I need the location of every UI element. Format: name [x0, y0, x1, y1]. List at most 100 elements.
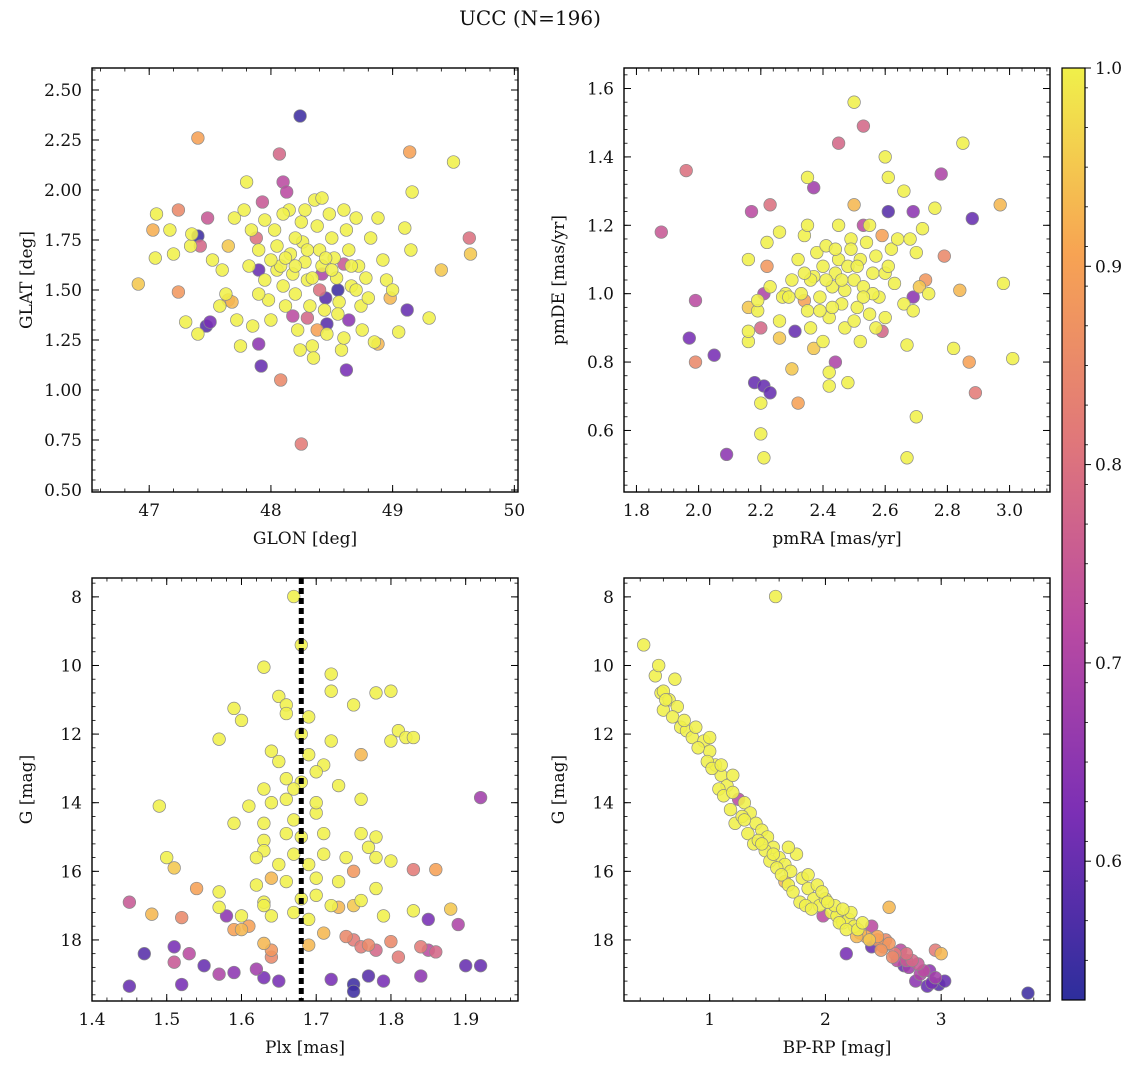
point	[286, 309, 300, 323]
point	[768, 589, 783, 604]
y-tick-label: 14	[592, 794, 614, 814]
y-tick-label: 1.50	[44, 281, 82, 301]
point	[309, 871, 323, 885]
x-tick-label: 1.7	[303, 1010, 330, 1030]
scatter-points	[131, 109, 478, 451]
point	[726, 785, 740, 800]
point	[293, 109, 307, 123]
point	[278, 251, 293, 265]
point	[741, 826, 755, 841]
point	[384, 684, 398, 698]
point	[252, 287, 266, 301]
y-tick-label: 0.8	[587, 353, 614, 373]
point	[324, 667, 338, 681]
point	[254, 359, 268, 373]
point	[900, 338, 914, 352]
point	[309, 888, 323, 902]
point	[405, 185, 419, 199]
point	[305, 339, 319, 353]
x-tick-label: 2.8	[934, 501, 961, 521]
point	[267, 223, 282, 237]
point	[212, 885, 226, 899]
point	[264, 313, 278, 327]
point	[874, 943, 888, 957]
point	[444, 902, 458, 916]
point	[406, 862, 421, 877]
point	[691, 741, 705, 755]
point	[264, 871, 279, 885]
point	[446, 155, 461, 169]
point	[344, 259, 358, 273]
y-axis-label: G [mag]	[17, 755, 37, 824]
point	[279, 792, 293, 806]
point	[822, 365, 836, 379]
point	[376, 253, 390, 267]
point	[841, 375, 855, 390]
scatter-points	[637, 589, 1035, 1000]
point	[637, 638, 651, 652]
y-tick-label: 8	[71, 588, 82, 608]
y-tick-label: 1.75	[44, 231, 82, 251]
colorbar-tick-label: 0.9	[1095, 257, 1122, 277]
point	[291, 323, 305, 337]
point	[810, 245, 824, 260]
point	[707, 348, 721, 362]
y-tick-label: 2.00	[44, 181, 82, 201]
point	[355, 323, 369, 337]
x-tick-label: 50	[504, 501, 526, 521]
point	[900, 451, 914, 465]
point	[828, 355, 843, 369]
x-tick-label: 47	[138, 501, 160, 521]
point	[287, 905, 301, 920]
point	[847, 314, 861, 328]
point	[221, 239, 235, 253]
scatter-points	[654, 95, 1020, 465]
point	[219, 909, 234, 923]
point	[962, 355, 976, 369]
point	[264, 909, 279, 923]
point	[459, 959, 473, 973]
point	[887, 276, 902, 291]
point	[772, 331, 787, 345]
point	[751, 293, 765, 308]
point	[1021, 986, 1035, 1000]
point	[309, 796, 323, 810]
point	[342, 313, 356, 327]
point	[819, 273, 833, 287]
point	[897, 297, 911, 311]
point	[719, 447, 734, 462]
point	[800, 304, 815, 318]
y-tick-label: 2.50	[44, 81, 82, 101]
point	[346, 864, 361, 878]
point	[679, 163, 693, 178]
point	[257, 660, 271, 674]
point	[264, 744, 279, 758]
point	[659, 693, 673, 707]
point	[302, 710, 316, 724]
point	[392, 325, 406, 339]
point	[279, 706, 293, 721]
point	[337, 203, 351, 217]
y-tick-label: 18	[60, 931, 82, 951]
point	[996, 276, 1011, 291]
point	[847, 95, 861, 109]
point	[906, 304, 920, 318]
y-tick-label: 1.0	[587, 285, 614, 305]
point	[354, 893, 368, 908]
point	[451, 917, 465, 932]
point	[369, 881, 383, 896]
point	[122, 979, 137, 993]
point	[227, 816, 241, 830]
point	[346, 984, 361, 999]
x-tick-label: 3.0	[996, 501, 1023, 521]
point	[909, 245, 923, 260]
point	[785, 273, 799, 287]
point	[794, 287, 808, 301]
point	[293, 343, 307, 357]
point	[816, 259, 830, 273]
point	[298, 203, 312, 217]
point	[853, 334, 867, 349]
point	[885, 950, 900, 964]
point	[242, 259, 256, 273]
point	[862, 307, 877, 321]
